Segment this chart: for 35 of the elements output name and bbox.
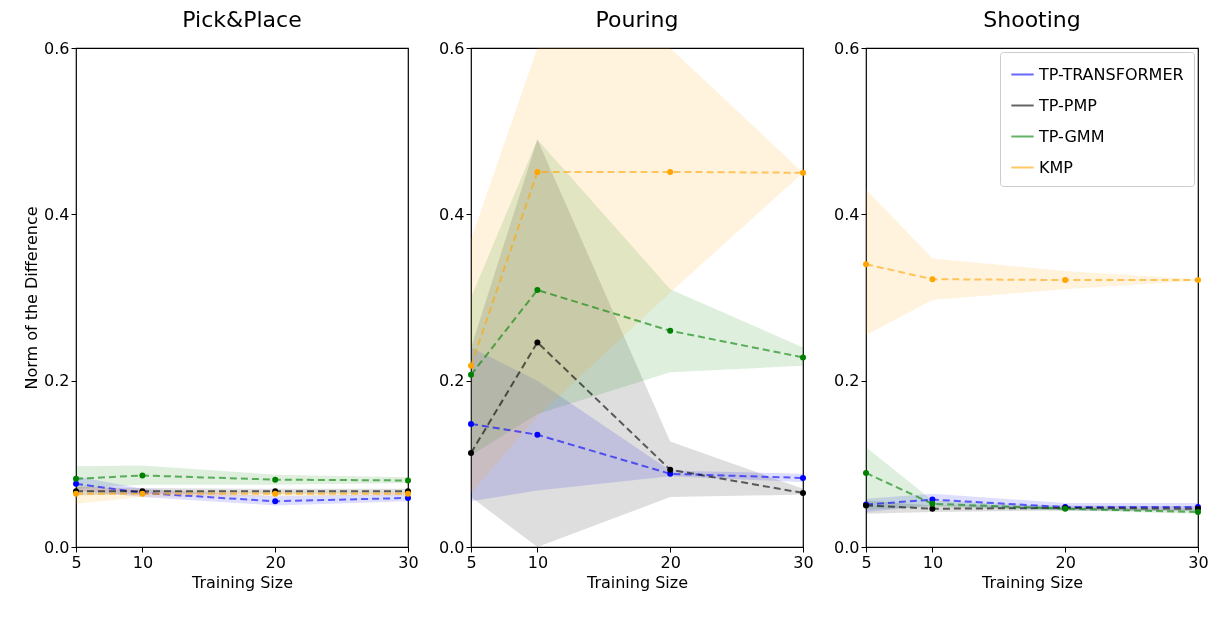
x-tick-label: 20 <box>265 552 286 572</box>
x-tick-label: 20 <box>1055 552 1076 572</box>
chart-title: Pouring <box>595 7 679 32</box>
x-tick-label: 30 <box>793 552 814 572</box>
y-tick-label: 0.6 <box>439 38 465 58</box>
y-tick-label: 0.2 <box>439 371 465 391</box>
y-tick-label: 0.2 <box>834 371 860 391</box>
legend-label: TP-GMM <box>1038 126 1105 146</box>
y-tick-label: 0.2 <box>44 371 70 391</box>
x-tick-label: 30 <box>1188 552 1209 572</box>
x-tick-label: 30 <box>398 552 419 572</box>
legend-label: TP-PMP <box>1038 95 1098 115</box>
x-tick-label: 10 <box>527 552 549 572</box>
y-tick-label: 0.4 <box>439 204 465 224</box>
y-tick-label: 0.4 <box>834 204 860 224</box>
x-tick-label: 20 <box>660 552 681 572</box>
x-tick-label: 5 <box>71 552 82 572</box>
x-tick-label: 5 <box>861 552 872 572</box>
y-tick-label: 0.4 <box>44 204 70 224</box>
y-tick-label: 0.6 <box>834 38 860 58</box>
x-tick-label: 10 <box>132 552 154 572</box>
chart-title: Shooting <box>983 7 1081 32</box>
y-tick-label: 0.0 <box>834 537 860 557</box>
legend-label: KMP <box>1039 157 1074 177</box>
x-tick-label: 5 <box>466 552 477 572</box>
chart-title: Pick&Place <box>182 7 302 32</box>
y-tick-label: 0.6 <box>44 38 70 58</box>
x-axis-title: Training Size <box>980 572 1084 592</box>
y-axis-title: Norm of the Difference <box>22 206 42 390</box>
y-tick-label: 0.0 <box>439 537 465 557</box>
y-tick-label: 0.0 <box>44 537 70 557</box>
x-tick-label: 10 <box>922 552 944 572</box>
x-axis-title: Training Size <box>585 572 689 592</box>
legend-label: TP-TRANSFORMER <box>1038 64 1184 84</box>
x-axis-title: Training Size <box>190 572 294 592</box>
